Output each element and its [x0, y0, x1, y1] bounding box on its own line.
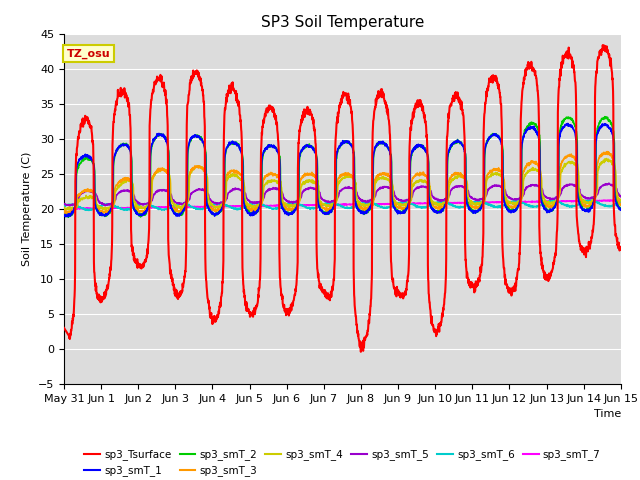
Text: TZ_osu: TZ_osu: [67, 48, 111, 59]
Legend: sp3_Tsurface, sp3_smT_1, sp3_smT_2, sp3_smT_3, sp3_smT_4, sp3_smT_5, sp3_smT_6, : sp3_Tsurface, sp3_smT_1, sp3_smT_2, sp3_…: [80, 445, 605, 480]
Title: SP3 Soil Temperature: SP3 Soil Temperature: [260, 15, 424, 30]
X-axis label: Time: Time: [593, 409, 621, 419]
Y-axis label: Soil Temperature (C): Soil Temperature (C): [22, 152, 33, 266]
